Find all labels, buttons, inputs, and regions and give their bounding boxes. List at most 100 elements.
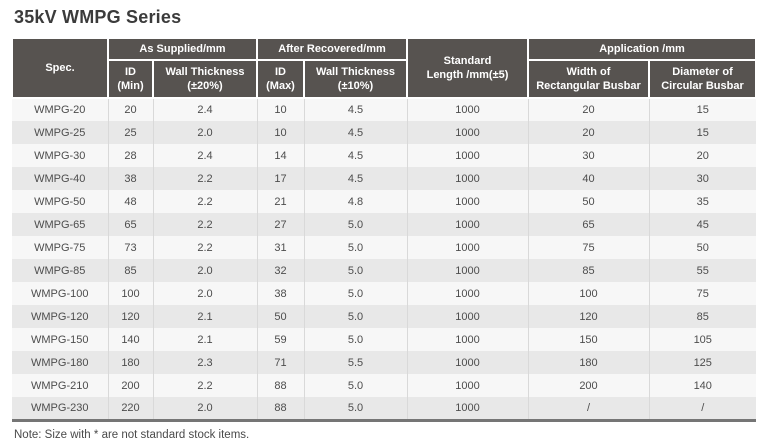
spec-cell: WMPG-85 [34,264,86,277]
column-header-id-max: ID (Max) [256,59,305,99]
value-cell: 180 [527,351,649,374]
value-cell: 45 [648,213,756,236]
header-line: Wall Thickness [165,65,245,78]
value-cell: 73 [107,236,153,259]
header-line: Width of [566,65,611,78]
value-cell: 2.1 [152,305,257,328]
value-cell: 4.8 [303,190,407,213]
header-line: Length /mm(±5) [426,69,509,81]
value-cell: 2.2 [152,167,257,190]
value-cell: 5.0 [303,259,407,282]
value-cell: 55 [648,259,756,282]
value-cell: 5.0 [303,374,407,397]
spec-cell: WMPG-210 [31,379,89,392]
value-cell: 27 [256,213,304,236]
table-row: WMPG-100 100 2.0 38 5.0 1000 100 75 [12,282,756,305]
table-row: WMPG-85 85 2.0 32 5.0 1000 85 55 [12,259,756,282]
value-cell: 85 [107,259,153,282]
spec-cell: WMPG-75 [34,241,86,254]
value-cell: 100 [107,282,153,305]
column-group-application: Application /mm [527,37,757,61]
value-cell: 85 [648,305,756,328]
header-line: ID [275,65,286,78]
value-cell: 180 [107,351,153,374]
value-cell: 50 [256,305,304,328]
value-cell: 2.2 [152,236,257,259]
header-line: Standard [443,54,492,67]
spec-cell: WMPG-30 [34,149,86,162]
value-cell: 2.4 [152,98,257,121]
value-cell: 4.5 [303,98,407,121]
header-line: Diameter of [672,65,733,78]
value-cell: 65 [107,213,153,236]
value-cell: 5.0 [303,236,407,259]
table-header: Spec. As Supplied/mm After Recovered/mm … [11,37,757,99]
value-cell: 4.5 [303,167,407,190]
value-cell: / [648,397,756,420]
table-row: WMPG-180 180 2.3 71 5.5 1000 180 125 [12,351,756,374]
value-cell: 20 [527,98,649,121]
value-cell: 10 [256,121,304,144]
spec-cell: WMPG-50 [34,195,86,208]
value-cell: 200 [107,374,153,397]
value-cell: 5.0 [303,328,407,351]
value-cell: 1000 [406,144,528,167]
value-cell: 200 [527,374,649,397]
header-line: (±10%) [337,80,374,92]
value-cell: 1000 [406,282,528,305]
spec-cell: WMPG-180 [31,356,89,369]
value-cell: 40 [527,167,649,190]
value-cell: 2.2 [152,190,257,213]
column-header-wall-thickness-10: Wall Thickness (±10%) [303,59,408,99]
value-cell: 5.0 [303,397,407,420]
value-cell: 31 [256,236,304,259]
spec-cell: WMPG-65 [34,218,86,231]
value-cell: 1000 [406,121,528,144]
header-line: (Min) [117,80,144,92]
header-line: Rectangular Busbar [536,80,641,92]
spec-cell: WMPG-150 [31,333,89,346]
value-cell: 75 [648,282,756,305]
column-header-width-rectangular-busbar: Width of Rectangular Busbar [527,59,650,99]
value-cell: 105 [648,328,756,351]
table-row: WMPG-30 28 2.4 14 4.5 1000 30 20 [12,144,756,167]
value-cell: 1000 [406,259,528,282]
table-row: WMPG-50 48 2.2 21 4.8 1000 50 35 [12,190,756,213]
spec-cell: WMPG-25 [34,126,86,139]
value-cell: 5.0 [303,282,407,305]
value-cell: 120 [527,305,649,328]
value-cell: 32 [256,259,304,282]
column-header-diameter-circular-busbar: Diameter of Circular Busbar [648,59,757,99]
value-cell: 50 [527,190,649,213]
table-row: WMPG-120 120 2.1 50 5.0 1000 120 85 [12,305,756,328]
value-cell: 21 [256,190,304,213]
header-line: ID [125,65,136,78]
value-cell: 4.5 [303,121,407,144]
header-line: Circular Busbar [661,80,744,92]
value-cell: 25 [107,121,153,144]
value-cell: 2.0 [152,121,257,144]
value-cell: 5.5 [303,351,407,374]
value-cell: 120 [107,305,153,328]
value-cell: 38 [107,167,153,190]
value-cell: 48 [107,190,153,213]
column-header-spec: Spec. [11,37,109,99]
spec-table: Spec. As Supplied/mm After Recovered/mm … [11,37,757,422]
spec-cell: WMPG-230 [31,401,89,414]
value-cell: 30 [527,144,649,167]
value-cell: 30 [648,167,756,190]
value-cell: 71 [256,351,304,374]
value-cell: 17 [256,167,304,190]
value-cell: 1000 [406,351,528,374]
value-cell: 85 [527,259,649,282]
value-cell: 1000 [406,98,528,121]
spec-cell: WMPG-120 [31,310,89,323]
column-header-id-min: ID (Min) [107,59,154,99]
column-header-standard-length: Standard Length /mm(±5) [406,37,529,99]
value-cell: 88 [256,374,304,397]
table-row: WMPG-25 25 2.0 10 4.5 1000 20 15 [12,121,756,144]
value-cell: 15 [648,121,756,144]
value-cell: 15 [648,98,756,121]
value-cell: 5.0 [303,213,407,236]
value-cell: 140 [648,374,756,397]
